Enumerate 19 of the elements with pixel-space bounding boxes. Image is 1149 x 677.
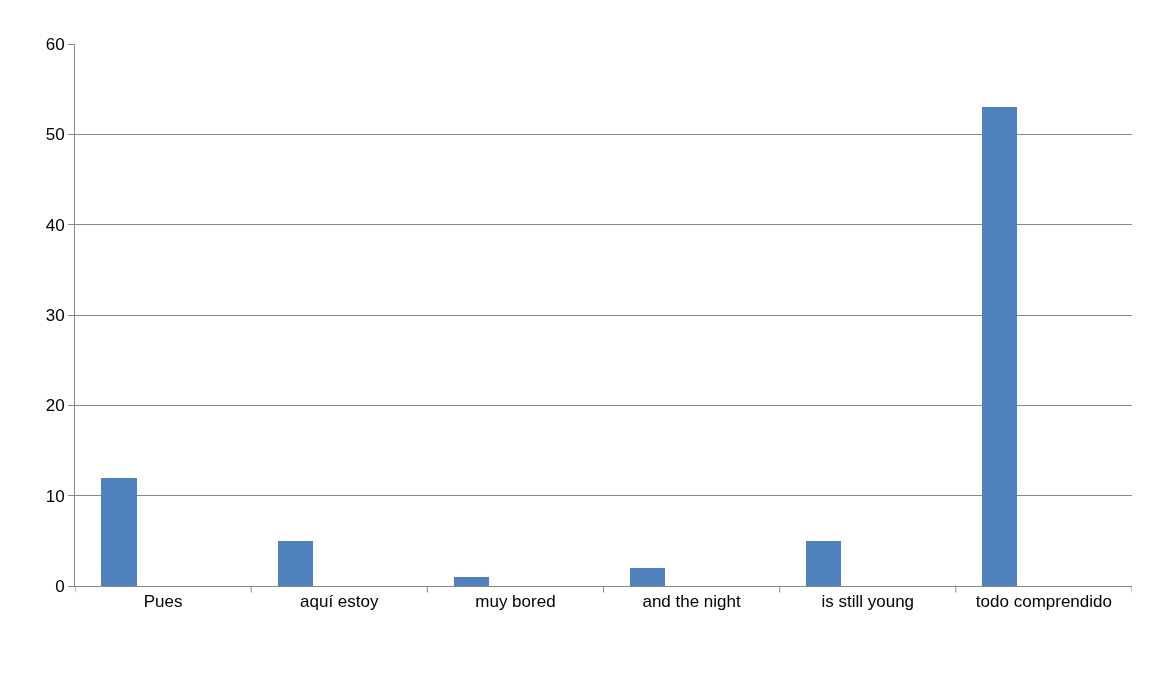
y-tick-label: 60 — [45, 34, 65, 54]
y-tick-label: 10 — [45, 486, 65, 506]
bar — [806, 541, 841, 586]
bar — [982, 107, 1017, 586]
x-tick-label: and the night — [642, 592, 742, 612]
bar — [630, 568, 665, 586]
y-tick-label: 0 — [55, 576, 65, 596]
x-tick-label: aquí estoy — [300, 592, 379, 612]
y-tick-label: 40 — [45, 215, 65, 235]
x-tick-label: todo comprendido — [975, 592, 1112, 612]
x-tick-label: muy bored — [475, 592, 556, 612]
bar — [278, 541, 313, 586]
y-tick-label: 30 — [45, 305, 65, 325]
x-tick-label: Pues — [143, 592, 183, 612]
y-tick-label: 20 — [45, 396, 65, 416]
bar — [454, 577, 489, 586]
y-tick-label: 50 — [45, 125, 65, 145]
x-tick-label: is still young — [821, 592, 915, 612]
bar — [101, 478, 137, 586]
